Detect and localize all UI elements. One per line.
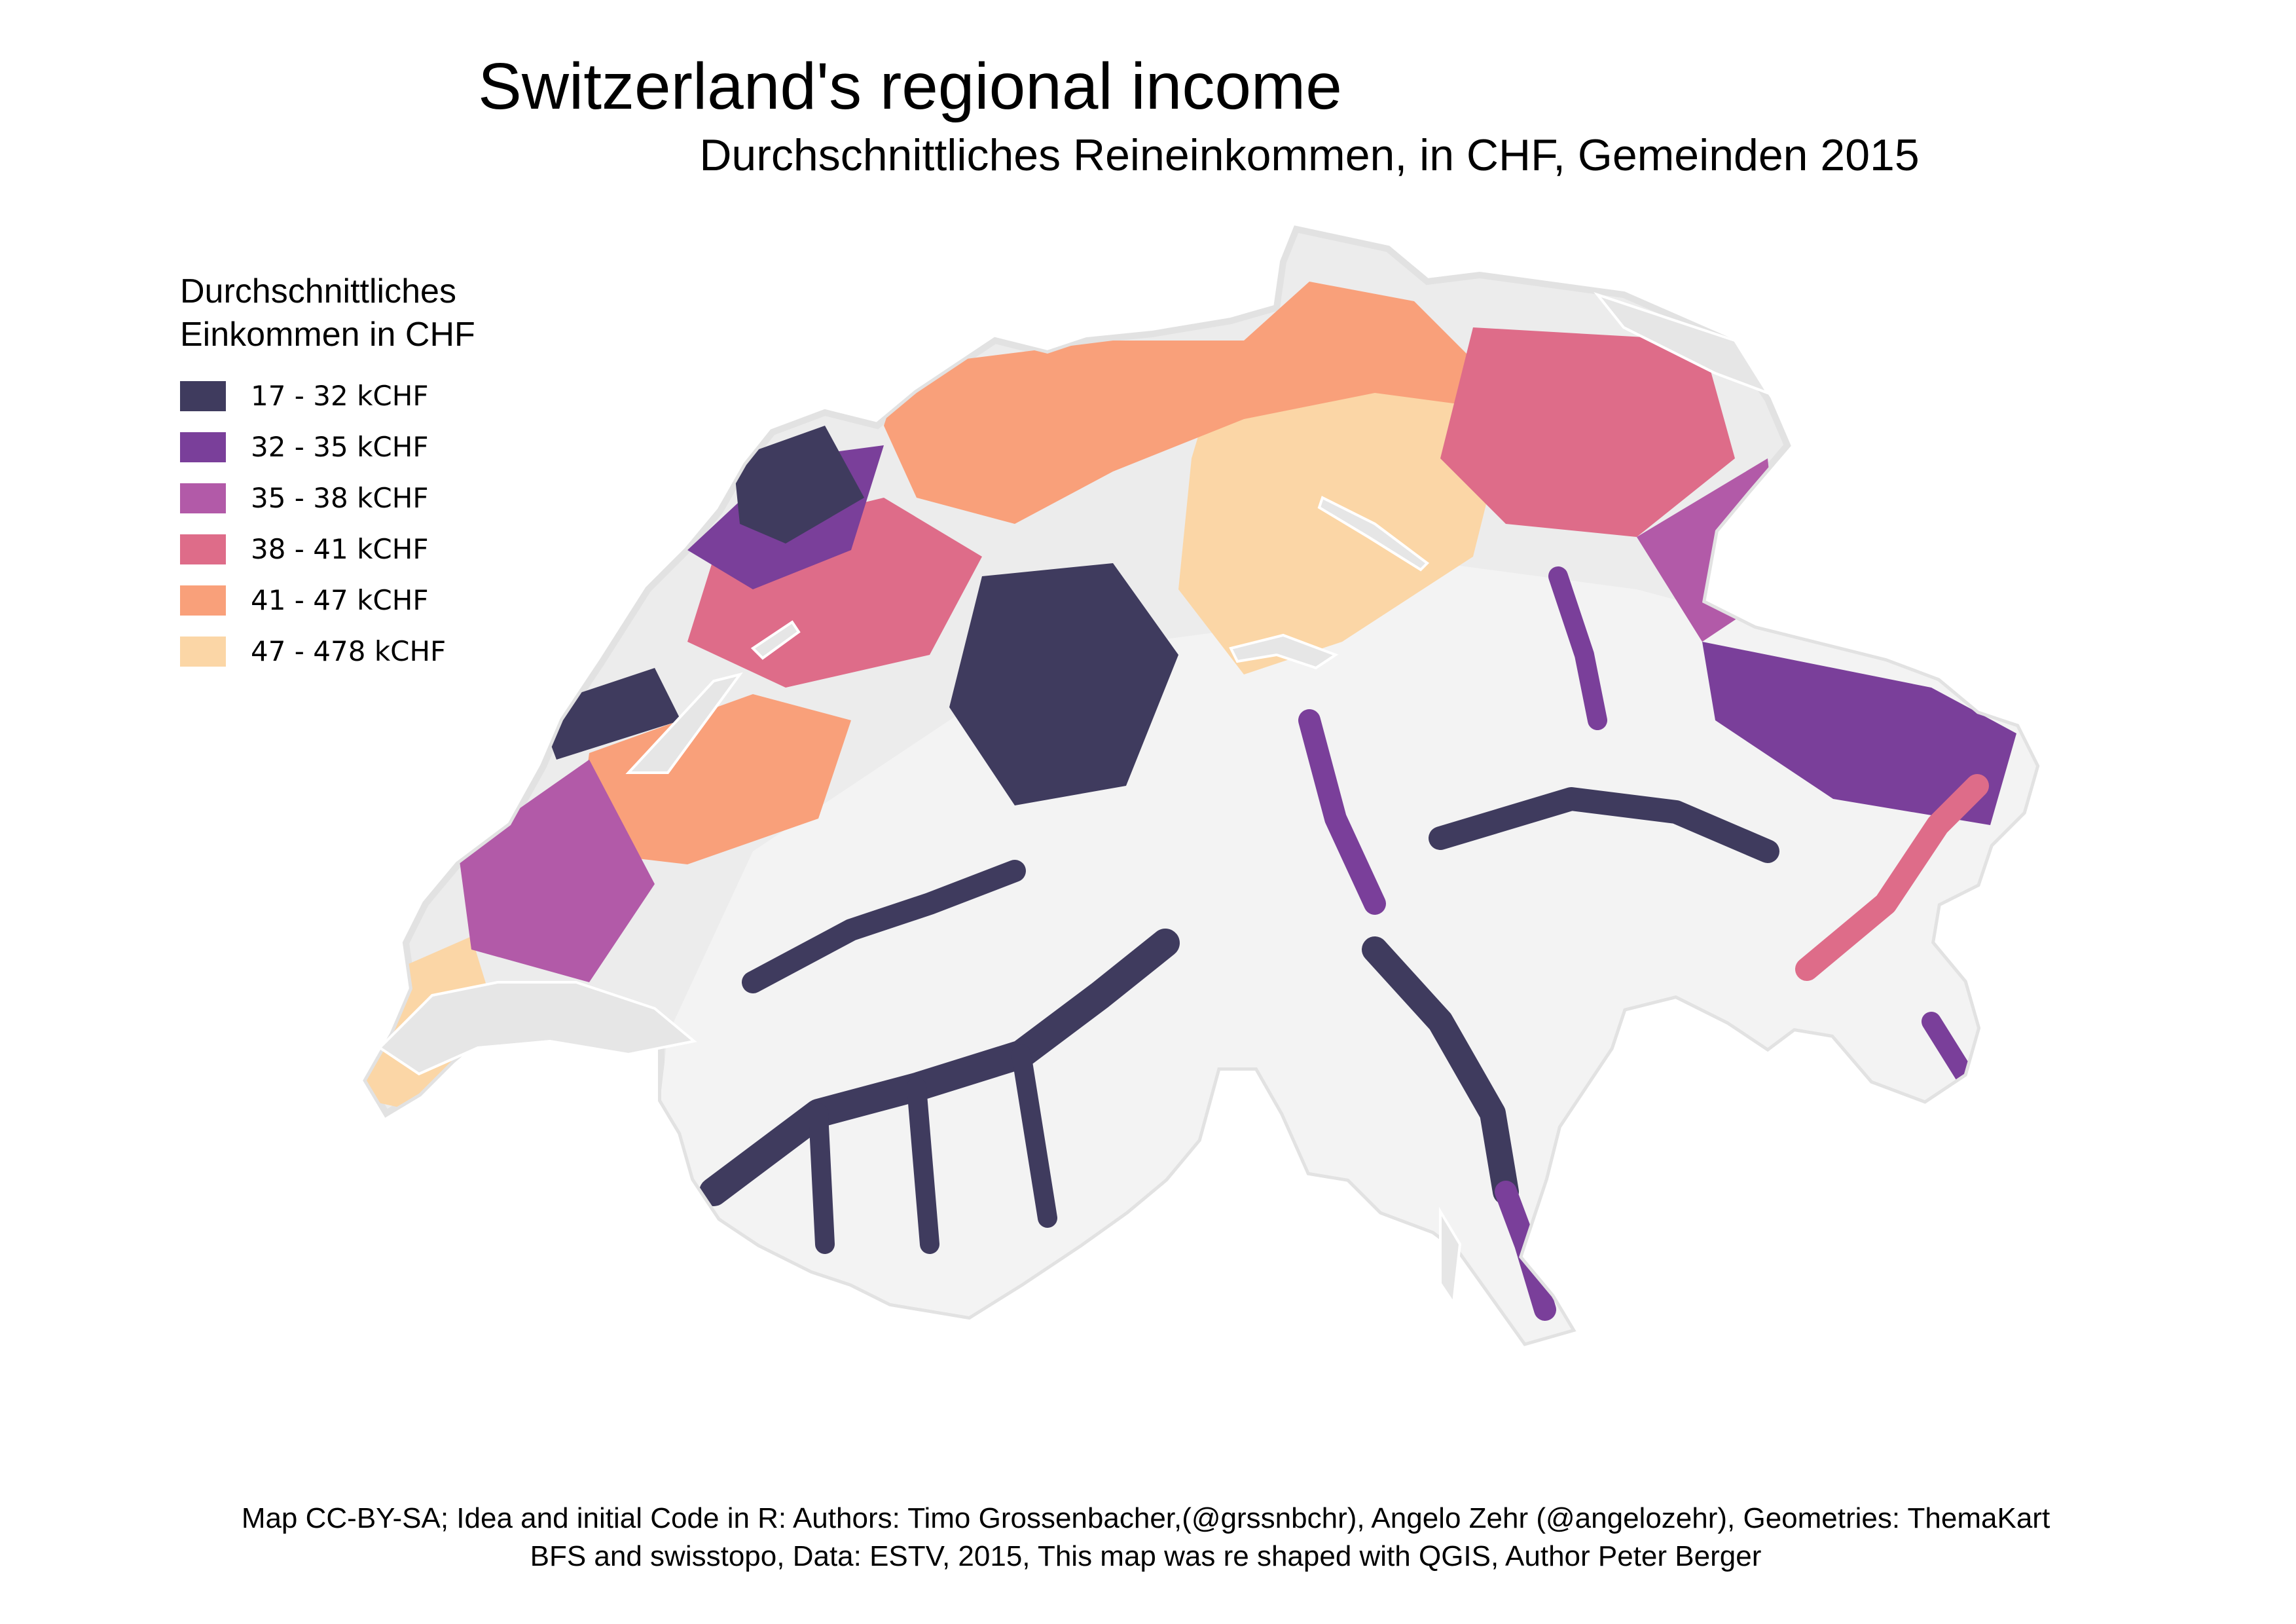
legend-item-2: 32 - 35 kCHF <box>180 422 547 473</box>
legend-label-5: 41 - 47 kCHF <box>251 584 429 616</box>
legend-label-4: 38 - 41 kCHF <box>251 533 429 565</box>
lake-lucerne <box>1229 633 1339 670</box>
valley-bands <box>699 566 1989 1321</box>
legend-item-4: 38 - 41 kCHF <box>180 524 547 575</box>
map-subtitle: Durchschnittliches Reineinkommen, in CHF… <box>699 130 1920 180</box>
region-fill-17-32-westjura <box>537 668 681 760</box>
lake-zurich <box>1317 496 1430 572</box>
legend-swatch-1 <box>180 381 226 411</box>
legend-swatch-2 <box>180 432 226 462</box>
lakes <box>377 291 1771 1307</box>
lake-geneva <box>377 981 697 1076</box>
map-credits: Map CC-BY-SA; Idea and initial Code in R… <box>98 1500 2193 1576</box>
region-fill-38-41 <box>1440 327 1735 537</box>
legend-item-5: 41 - 47 kCHF <box>180 575 547 626</box>
lake-constance <box>1594 291 1771 396</box>
map-title: Switzerland's regional income <box>478 50 1342 123</box>
legend-item-3: 35 - 38 kCHF <box>180 473 547 524</box>
legend-swatch-5 <box>180 585 226 616</box>
income-regions <box>367 282 2036 1342</box>
legend-swatch-6 <box>180 637 226 667</box>
region-fill-41-47 <box>884 282 1506 524</box>
valley-graubuenden <box>1429 787 1779 863</box>
legend: Durchschnittliches Einkommen in CHF 17 -… <box>180 270 547 677</box>
lake-maggiore <box>1439 1206 1462 1307</box>
legend-label-2: 32 - 35 kCHF <box>251 431 429 463</box>
valley-ticino <box>1362 936 1519 1205</box>
region-fill-41-47-west <box>576 694 851 864</box>
legend-swatch-3 <box>180 483 226 513</box>
valley-engadin <box>1795 774 1989 981</box>
valley-puschlav <box>1922 1012 1974 1084</box>
lake-neuchatel <box>625 672 743 774</box>
region-fill-17-32 <box>949 563 1178 805</box>
legend-swatch-4 <box>180 534 226 564</box>
valley-valais <box>699 929 1180 1206</box>
legend-label-1: 17 - 32 kCHF <box>251 380 429 412</box>
credits-line-1: Map CC-BY-SA; Idea and initial Code in R… <box>241 1502 2050 1534</box>
valley-valais-side <box>809 1044 1057 1254</box>
credits-line-2: BFS and swisstopo, Data: ESTV, 2015, Thi… <box>530 1540 1762 1572</box>
legend-title: Durchschnittliches Einkommen in CHF <box>180 272 475 354</box>
valley-bernese <box>742 860 1026 993</box>
lake-biel <box>750 620 801 660</box>
legend-item-6: 47 - 478 kCHF <box>180 626 547 677</box>
region-fill-17-32-jura <box>733 426 864 544</box>
valley-glarus <box>1548 566 1607 730</box>
legend-label-3: 35 - 38 kCHF <box>251 482 429 514</box>
region-fill-35-38 <box>458 760 655 982</box>
legend-label-6: 47 - 478 kCHF <box>251 635 446 667</box>
legend-item-1: 17 - 32 kCHF <box>180 371 547 422</box>
switzerland-map <box>363 225 2040 1346</box>
region-fill-32-35-valleys <box>1702 642 2016 825</box>
valley-uri <box>1298 709 1386 915</box>
